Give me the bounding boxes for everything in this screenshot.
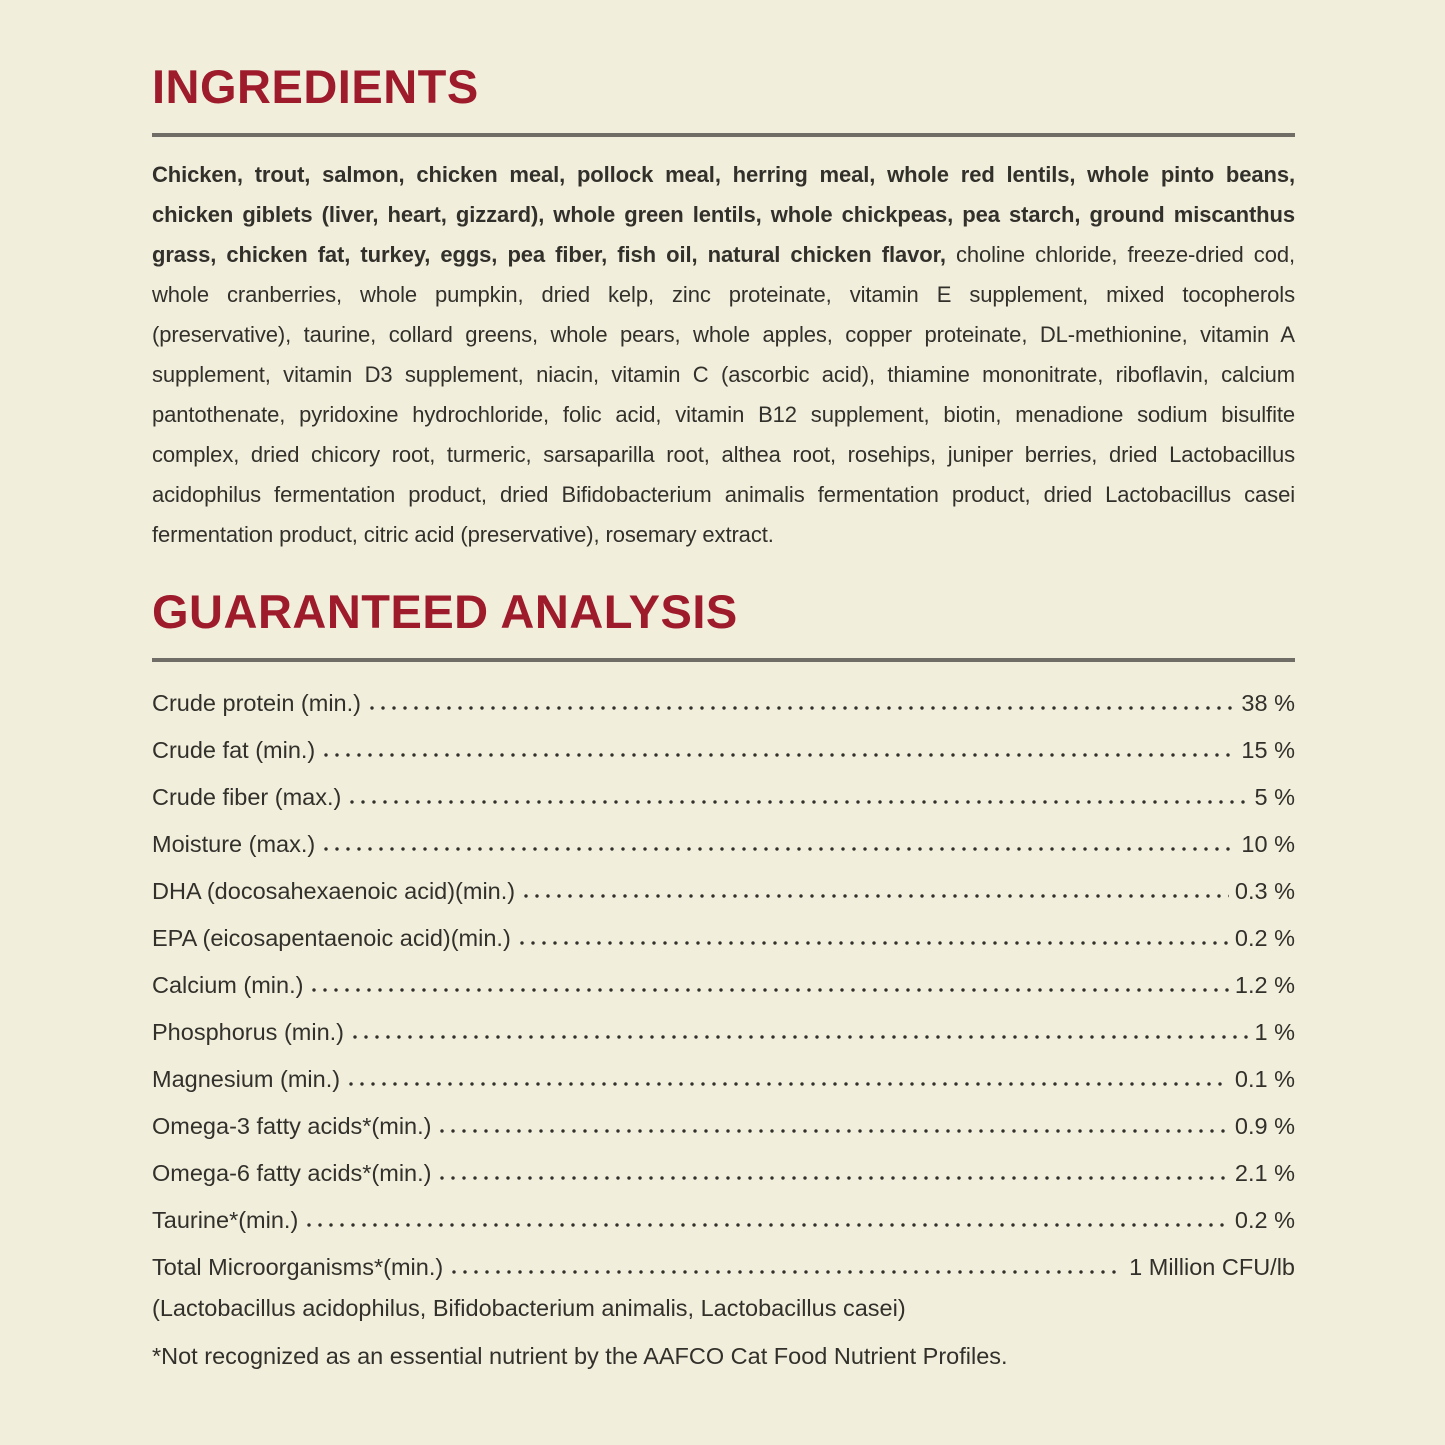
table-row: Crude protein (min.) 38 % <box>152 670 1295 717</box>
table-row: Phosphorus (min.) 1 % <box>152 999 1295 1046</box>
dot-leader <box>524 894 1229 899</box>
dot-leader <box>312 988 1229 993</box>
table-row: Magnesium (min.) 0.1 % <box>152 1046 1295 1093</box>
nutrient-value: 15 % <box>1241 736 1295 763</box>
table-row: Crude fiber (max.) 5 % <box>152 764 1295 811</box>
nutrient-value: 38 % <box>1241 689 1295 716</box>
table-row: Omega-3 fatty acids*(min.) 0.9 % <box>152 1093 1295 1140</box>
dot-leader <box>440 1129 1229 1134</box>
table-row: Moisture (max.) 10 % <box>152 811 1295 858</box>
nutrient-value: 0.9 % <box>1234 1112 1295 1139</box>
table-row: EPA (eicosapentaenoic acid)(min.) 0.2 % <box>152 905 1295 952</box>
aafco-footnote: *Not recognized as an essential nutrient… <box>152 1342 1008 1369</box>
table-row: Omega-6 fatty acids*(min.) 2.1 % <box>152 1140 1295 1187</box>
nutrient-value: 1.2 % <box>1234 971 1295 998</box>
nutrient-label: Omega-3 fatty acids*(min.) <box>152 1112 432 1139</box>
nutrient-label: Magnesium (min.) <box>152 1065 341 1092</box>
table-row: Crude fat (min.) 15 % <box>152 717 1295 764</box>
microorganisms-note: (Lactobacillus acidophilus, Bifidobacter… <box>152 1295 906 1322</box>
table-row: DHA (docosahexaenoic acid)(min.) 0.3 % <box>152 858 1295 905</box>
table-row: Taurine*(min.) 0.2 % <box>152 1187 1295 1234</box>
dot-leader <box>353 1035 1249 1040</box>
nutrient-label: Taurine*(min.) <box>152 1206 299 1233</box>
section-divider <box>152 133 1295 138</box>
ingredients-title: INGREDIENTS <box>152 60 479 113</box>
nutrient-value: 5 % <box>1254 783 1296 810</box>
dot-leader <box>349 1082 1229 1087</box>
nutrient-label: Crude protein (min.) <box>152 689 361 716</box>
guaranteed-analysis-section: GUARANTEED ANALYSIS Crude protein (min.)… <box>152 585 1295 1371</box>
nutrient-label: DHA (docosahexaenoic acid)(min.) <box>152 877 516 904</box>
nutrient-label: EPA (eicosapentaenoic acid)(min.) <box>152 924 511 951</box>
table-row: Total Microorganisms*(min.) 1 Million CF… <box>152 1234 1295 1281</box>
table-row: Calcium (min.) 1.2 % <box>152 952 1295 999</box>
dot-leader <box>452 1270 1124 1275</box>
dot-leader <box>350 800 1249 805</box>
dot-leader <box>369 706 1236 711</box>
ingredients-text: Chicken, trout, salmon, chicken meal, po… <box>152 155 1295 555</box>
ingredients-primary-list: Chicken, trout, salmon, chicken meal, po… <box>152 162 1295 268</box>
dot-leader <box>307 1223 1229 1228</box>
section-divider <box>152 658 1295 663</box>
nutrient-label: Total Microorganisms*(min.) <box>152 1253 444 1280</box>
nutrient-label: Moisture (max.) <box>152 830 316 857</box>
nutrient-value: 0.3 % <box>1234 877 1295 904</box>
dot-leader <box>324 847 1236 852</box>
nutrient-value: 0.1 % <box>1234 1065 1295 1092</box>
nutrient-label: Omega-6 fatty acids*(min.) <box>152 1159 432 1186</box>
analysis-table: Crude protein (min.) 38 % Crude fat (min… <box>152 670 1295 1281</box>
nutrient-value: 0.2 % <box>1234 1206 1295 1233</box>
analysis-title: GUARANTEED ANALYSIS <box>152 585 738 639</box>
nutrient-label: Crude fat (min.) <box>152 736 316 763</box>
ingredients-section: INGREDIENTS Chicken, trout, salmon, chic… <box>152 60 1295 555</box>
nutrient-value: 2.1 % <box>1234 1159 1295 1186</box>
dot-leader <box>440 1176 1229 1181</box>
dot-leader <box>324 753 1236 758</box>
nutrient-value: 10 % <box>1241 830 1295 857</box>
ingredients-secondary-list: choline chloride, freeze-dried cod, whol… <box>152 242 1295 548</box>
nutrient-value: 1 % <box>1254 1018 1296 1045</box>
nutrient-value: 0.2 % <box>1234 924 1295 951</box>
nutrient-label: Phosphorus (min.) <box>152 1018 344 1045</box>
nutrient-label: Crude fiber (max.) <box>152 783 342 810</box>
nutrient-label: Calcium (min.) <box>152 971 304 998</box>
nutrient-value: 1 Million CFU/lb <box>1129 1253 1295 1280</box>
dot-leader <box>519 941 1229 946</box>
